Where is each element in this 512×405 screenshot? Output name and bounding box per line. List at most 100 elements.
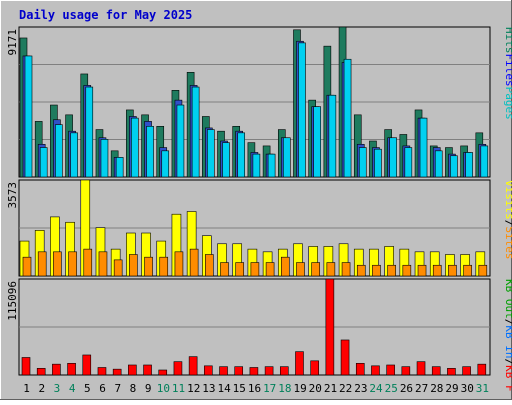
x-tick-label: 23	[354, 382, 367, 395]
bar-kb-f-8	[128, 364, 137, 376]
bar-pages-12	[191, 86, 200, 178]
bar-sites-30	[463, 264, 472, 277]
bar-pages-4	[70, 132, 78, 178]
x-tick-label: 3	[54, 382, 61, 395]
bar-pages-27	[419, 117, 428, 178]
bar-sites-27	[417, 264, 427, 277]
bar-sites-17	[265, 262, 275, 277]
bar-kb-f-11	[173, 361, 183, 376]
x-tick-label: 24	[369, 382, 383, 395]
bar-pages-26	[404, 147, 413, 178]
bar-sites-5	[83, 248, 93, 277]
bar-pages-2	[39, 147, 48, 178]
bar-sites-12	[189, 248, 199, 277]
bar-kb-f-3	[52, 363, 61, 376]
bar-kb-f-26	[401, 366, 411, 376]
legend-entry: /	[503, 220, 512, 227]
bar-kb-f-23	[355, 363, 365, 376]
bar-sites-9	[144, 256, 153, 277]
bar-kb-f-22	[340, 339, 350, 376]
bar-sites-11	[174, 251, 184, 277]
y-max-label: 115096	[6, 281, 19, 321]
x-tick-label: 7	[114, 382, 121, 395]
bar-sites-29	[448, 264, 457, 277]
bar-sites-31	[478, 264, 488, 277]
bar-pages-13	[207, 129, 215, 178]
bar-sites-6	[98, 251, 108, 277]
bar-sites-13	[205, 254, 214, 277]
x-tick-label: 6	[99, 382, 106, 395]
bar-kb-f-25	[386, 364, 395, 376]
x-tick-label: 28	[430, 382, 443, 395]
legend-entry: KB F	[503, 365, 512, 392]
bar-pages-18	[282, 137, 291, 178]
bar-pages-14	[222, 142, 230, 178]
bar-kb-f-2	[36, 368, 46, 376]
bar-pages-31	[480, 145, 489, 178]
bar-sites-20	[311, 262, 320, 277]
x-tick-label: 20	[309, 382, 322, 395]
bar-kb-f-20	[310, 360, 319, 376]
bar-pages-1	[24, 55, 33, 178]
bar-sites-2	[37, 251, 47, 277]
bar-sites-4	[68, 251, 77, 277]
bar-sites-21	[326, 262, 336, 277]
bar-kb-f-1	[21, 357, 31, 376]
x-tick-label: 31	[476, 382, 489, 395]
legend-entry: /	[503, 359, 512, 366]
bar-sites-14	[220, 262, 229, 277]
bar-pages-8	[131, 117, 139, 178]
bar-sites-7	[113, 259, 123, 277]
bar-kb-f-6	[97, 367, 107, 376]
bar-pages-9	[146, 126, 154, 178]
x-tick-label: 25	[385, 382, 398, 395]
bar-kb-f-9	[143, 364, 152, 376]
x-tick-label: 4	[69, 382, 76, 395]
x-tick-label: 13	[202, 382, 215, 395]
bar-sites-1	[22, 256, 32, 277]
bar-sites-19	[296, 262, 305, 277]
x-tick-label: 14	[217, 382, 231, 395]
legend-entry: KB In	[503, 325, 512, 358]
panel-visits-sites: 3573 Visits/Sites	[6, 179, 512, 277]
bar-kb-f-18	[279, 366, 289, 376]
bar-sites-25	[387, 264, 396, 277]
legend-entry: Pages	[503, 87, 512, 120]
bar-kb-f-12	[188, 356, 198, 376]
bar-kb-f-14	[219, 366, 228, 376]
x-tick-label: 8	[130, 382, 137, 395]
x-tick-label: 15	[233, 382, 246, 395]
x-tick-label: 5	[84, 382, 91, 395]
bar-pages-21	[328, 94, 337, 178]
bar-sites-16	[250, 262, 260, 277]
bar-kb-f-27	[416, 361, 426, 376]
bar-kb-f-16	[249, 367, 259, 376]
x-tick-label: 29	[445, 382, 458, 395]
bar-kb-f-30	[462, 366, 471, 376]
bar-sites-8	[129, 254, 138, 277]
legend-entry: KB Out	[503, 279, 512, 319]
bar-sites-18	[280, 256, 290, 277]
bar-pages-10	[161, 150, 170, 178]
x-tick-label: 12	[187, 382, 200, 395]
bar-pages-22	[343, 58, 352, 178]
bar-sites-10	[159, 256, 169, 277]
bar-pages-30	[465, 152, 473, 178]
bar-sites-3	[53, 251, 62, 277]
bar-kb-f-17	[264, 366, 274, 376]
x-tick-label: 2	[38, 382, 45, 395]
bar-kb-f-21	[325, 278, 335, 376]
chart-title: Daily usage for May 2025	[19, 8, 192, 22]
x-tick-label: 18	[278, 382, 291, 395]
legend-entry: /	[503, 319, 512, 326]
bar-pages-25	[389, 137, 397, 178]
bar-kb-f-10	[158, 369, 168, 376]
chart-panels: 9171HitsFilesPages3573Visits/Sites115096…	[6, 26, 512, 392]
x-tick-label: 9	[145, 382, 152, 395]
x-tick-label: 1	[23, 382, 30, 395]
bar-pages-19	[298, 42, 306, 178]
bar-pages-3	[55, 124, 63, 178]
right-legend-hits-files-pages: HitsFilesPages	[503, 27, 512, 120]
